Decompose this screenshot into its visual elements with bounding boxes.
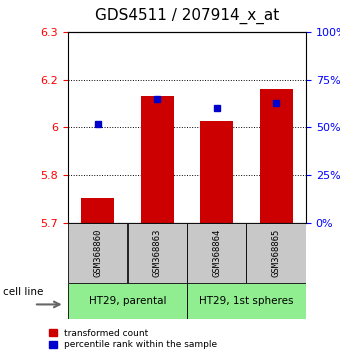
Bar [81, 198, 114, 223]
Bar [68, 223, 128, 283]
Text: HT29, 1st spheres: HT29, 1st spheres [199, 296, 294, 306]
Bar [187, 223, 246, 283]
Text: GSM368864: GSM368864 [212, 229, 221, 277]
Text: GDS4511 / 207914_x_at: GDS4511 / 207914_x_at [95, 8, 279, 24]
Legend: transformed count, percentile rank within the sample: transformed count, percentile rank withi… [49, 329, 217, 349]
Bar [141, 96, 174, 223]
Bar [246, 223, 306, 283]
Bar [187, 283, 306, 319]
Bar [68, 283, 187, 319]
Text: cell line: cell line [3, 287, 44, 297]
Text: GSM368863: GSM368863 [153, 229, 162, 277]
Bar [200, 121, 233, 223]
Bar [128, 223, 187, 283]
Text: GSM368865: GSM368865 [272, 229, 281, 277]
Text: HT29, parental: HT29, parental [89, 296, 166, 306]
Text: GSM368860: GSM368860 [93, 229, 102, 277]
Bar [260, 89, 293, 223]
